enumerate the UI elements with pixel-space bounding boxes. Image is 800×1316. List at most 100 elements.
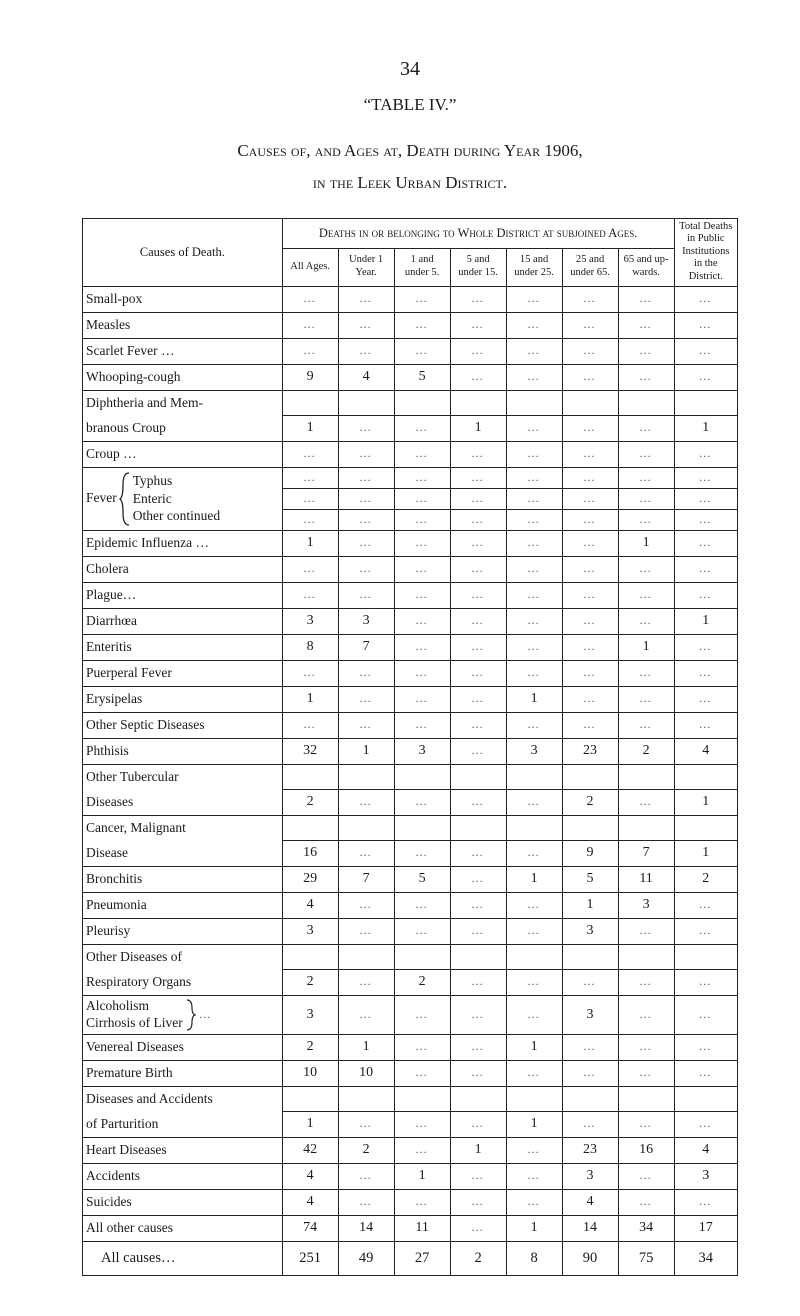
table-cell <box>338 1086 394 1112</box>
table-cell <box>674 970 737 996</box>
table-cell <box>506 1189 562 1215</box>
table-row: Disease16971 <box>83 841 738 867</box>
table-cell: 1 <box>338 738 394 764</box>
table-cell: 29 <box>282 866 338 892</box>
table-cell <box>506 582 562 608</box>
table-cell: 3 <box>338 608 394 634</box>
table-cell: 1 <box>674 416 737 442</box>
table-cell <box>450 509 506 530</box>
table-cell <box>562 286 618 312</box>
table-row: Scarlet Fever … <box>83 338 738 364</box>
table-row: Plague… <box>83 582 738 608</box>
table-cell <box>394 1112 450 1138</box>
table-cell <box>506 390 562 416</box>
table-row: Accidents4133 <box>83 1163 738 1189</box>
table-cell <box>450 1060 506 1086</box>
table-cell <box>506 892 562 918</box>
cirrhosis-label: Cirrhosis of Liver <box>86 1015 183 1032</box>
table-cell <box>338 944 394 970</box>
table-body: Small-poxMeaslesScarlet Fever …Whooping-… <box>83 286 738 1275</box>
table-cell: 1 <box>674 841 737 867</box>
ellipsis: … <box>199 1007 211 1022</box>
table-cell: 5 <box>394 866 450 892</box>
table-cell <box>450 1163 506 1189</box>
table-cell <box>282 488 338 509</box>
table-cell <box>562 364 618 390</box>
table-cell <box>394 530 450 556</box>
table-cell <box>338 790 394 816</box>
table-cell <box>450 364 506 390</box>
cause-label: Phthisis <box>83 738 283 764</box>
table-cell <box>618 364 674 390</box>
table-cell <box>618 790 674 816</box>
table-cell <box>450 790 506 816</box>
table-cell <box>562 712 618 738</box>
table-row: Pleurisy33 <box>83 918 738 944</box>
cause-label: Small-pox <box>83 286 283 312</box>
header-total-col: Total Deaths in Public Institu­tions in … <box>674 218 737 286</box>
table-cell <box>394 1086 450 1112</box>
table-cell <box>394 416 450 442</box>
cause-label: Pneumonia <box>83 892 283 918</box>
table-cell <box>338 286 394 312</box>
table-cell: 4 <box>674 1137 737 1163</box>
table-cell <box>394 918 450 944</box>
table-cell <box>506 416 562 442</box>
fever-other: Other continued <box>133 507 220 525</box>
table-cell <box>338 841 394 867</box>
table-cell <box>674 488 737 509</box>
table-caption: Causes of, and Ages at, Death during Yea… <box>92 135 728 200</box>
table-cell: 23 <box>562 738 618 764</box>
table-cell <box>282 312 338 338</box>
table-cell <box>618 660 674 686</box>
table-cell <box>506 1086 562 1112</box>
table-cell <box>450 1086 506 1112</box>
table-cell <box>618 467 674 488</box>
table-cell: 3 <box>506 738 562 764</box>
table-cell <box>506 918 562 944</box>
table-cell <box>618 488 674 509</box>
table-cell <box>618 1163 674 1189</box>
table-cell: 7 <box>618 841 674 867</box>
table-cell <box>562 634 618 660</box>
table-row: Heart Diseases422123164 <box>83 1137 738 1163</box>
table-row: branous Croup111 <box>83 416 738 442</box>
table-cell <box>450 970 506 996</box>
deaths-table: Causes of Death. Deaths in or belonging … <box>82 218 738 1276</box>
table-cell <box>506 995 562 1034</box>
table-row: Other Diseases of <box>83 944 738 970</box>
cause-label: Epidemic Influenza … <box>83 530 283 556</box>
table-cell: 11 <box>618 866 674 892</box>
table-cell <box>450 1034 506 1060</box>
table-cell: 1 <box>450 416 506 442</box>
table-cell <box>450 467 506 488</box>
table-cell: 1 <box>674 790 737 816</box>
table-cell <box>618 1189 674 1215</box>
table-row: Diseases221 <box>83 790 738 816</box>
table-cell <box>282 467 338 488</box>
table-cell: 32 <box>282 738 338 764</box>
table-cell: 1 <box>562 892 618 918</box>
table-row: Diarrhœa331 <box>83 608 738 634</box>
table-cell: 23 <box>562 1137 618 1163</box>
totals-cell: 49 <box>338 1241 394 1275</box>
table-cell <box>450 1189 506 1215</box>
brace-icon <box>186 998 196 1032</box>
table-cell <box>674 1060 737 1086</box>
table-cell <box>338 582 394 608</box>
table-cell <box>618 338 674 364</box>
table-cell <box>338 970 394 996</box>
table-cell <box>562 944 618 970</box>
table-cell: 5 <box>562 866 618 892</box>
table-cell <box>338 509 394 530</box>
cause-label: Other Tubercular <box>83 764 283 790</box>
table-cell <box>282 338 338 364</box>
table-cell <box>618 286 674 312</box>
table-cell: 3 <box>562 995 618 1034</box>
table-cell <box>618 608 674 634</box>
table-row: Other Tubercular <box>83 764 738 790</box>
cause-label: Other Diseases of <box>83 944 283 970</box>
table-cell <box>506 790 562 816</box>
table-cell <box>618 1060 674 1086</box>
table-cell <box>338 918 394 944</box>
